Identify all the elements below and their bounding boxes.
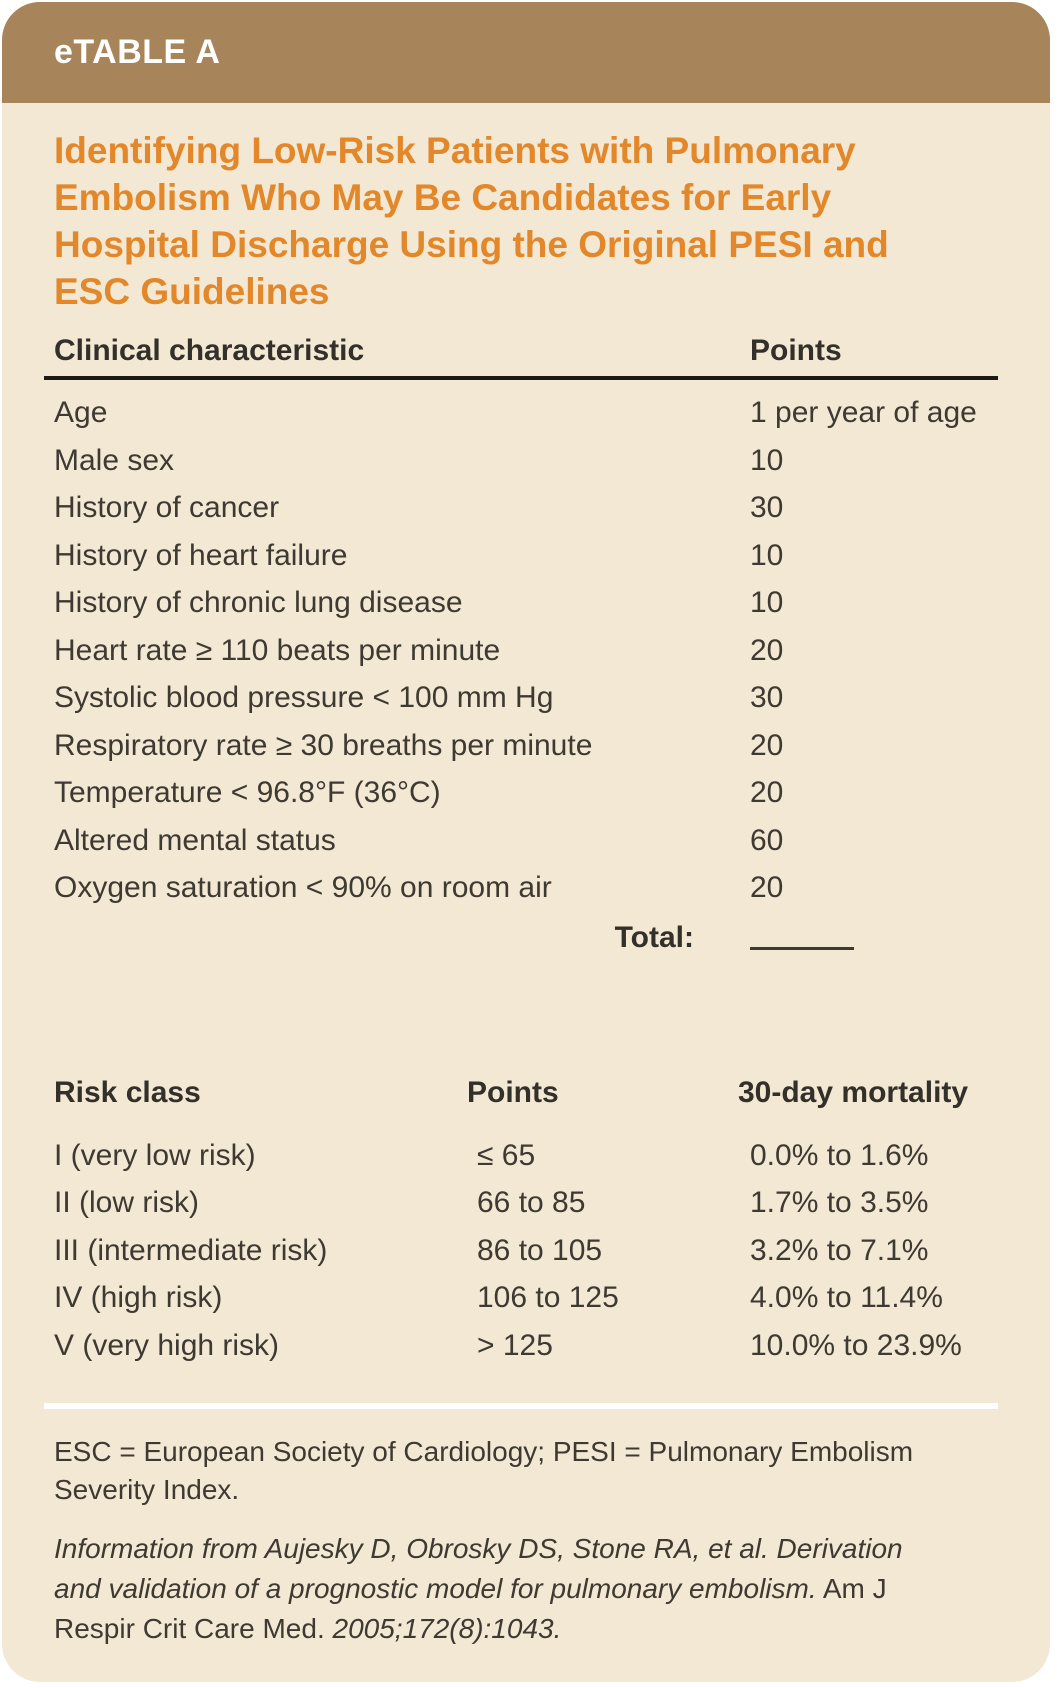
clinical-characteristic-cell: History of heart failure — [54, 538, 348, 572]
table-row: I (very low risk) ≤ 65 0.0% to 1.6% — [54, 1132, 998, 1180]
risk-class-cell: III (intermediate risk) — [54, 1233, 328, 1267]
risk-class-table: Risk class Points 30-day mortality I (ve… — [54, 1076, 998, 1370]
mortality-cell: 1.7% to 3.5% — [750, 1186, 929, 1219]
points-cell: 30 — [750, 681, 784, 714]
points-range-cell: 86 to 105 — [477, 1233, 603, 1267]
points-cell: 30 — [750, 491, 784, 524]
column-header-clinical-characteristic: Clinical characteristic — [54, 334, 365, 367]
clinical-characteristic-cell: Age — [54, 396, 108, 429]
column-header-risk-points: Points — [467, 1075, 559, 1109]
points-cell: 10 — [750, 586, 784, 619]
total-row: Total: — [54, 912, 998, 964]
clinical-characteristic-cell: Respiratory rate ≥ 30 breaths per minute — [54, 728, 593, 762]
table-row: Oxygen saturation < 90% on room air 20 — [54, 864, 998, 912]
mortality-cell: 0.0% to 1.6% — [750, 1138, 929, 1172]
points-cell: 20 — [750, 633, 784, 667]
table-row: Male sex 10 — [54, 437, 998, 485]
table-row: II (low risk) 66 to 85 1.7% to 3.5% — [54, 1179, 998, 1227]
page-title: Identifying Low-Risk Patients with Pulmo… — [54, 130, 889, 312]
table-row: History of cancer 30 — [54, 484, 998, 532]
clinical-characteristic-cell: Male sex — [54, 443, 175, 477]
points-range-cell: ≤ 65 — [477, 1138, 536, 1172]
clinical-characteristic-cell: Altered mental status — [54, 823, 336, 857]
table-row: Altered mental status 60 — [54, 817, 998, 865]
risk-table-header-row: Risk class Points 30-day mortality — [54, 1076, 998, 1122]
table-row: History of heart failure 10 — [54, 532, 998, 580]
points-cell: 20 — [750, 728, 784, 762]
points-cell: 60 — [750, 823, 784, 857]
points-cell: 20 — [750, 871, 784, 904]
clinical-characteristic-cell: Temperature < 96.8°F (36°C) — [54, 776, 441, 809]
clinical-characteristic-cell: Oxygen saturation < 90% on room air — [54, 871, 552, 904]
total-blank-line — [750, 920, 854, 950]
mortality-cell: 3.2% to 7.1% — [750, 1233, 929, 1267]
risk-table-rows: I (very low risk) ≤ 65 0.0% to 1.6% II (… — [54, 1122, 998, 1370]
table-row: Systolic blood pressure < 100 mm Hg 30 — [54, 674, 998, 722]
source-citation: Information from Aujesky D, Obrosky DS, … — [54, 1529, 949, 1649]
pesi-points-table: Clinical characteristic Points Age 1 per… — [44, 334, 998, 964]
footnote-divider — [44, 1403, 998, 1409]
table-label: eTABLE A — [54, 33, 221, 71]
risk-class-cell: IV (high risk) — [54, 1281, 223, 1314]
table-row: Respiratory rate ≥ 30 breaths per minute… — [54, 722, 998, 770]
mortality-cell: 4.0% to 11.4% — [750, 1281, 943, 1314]
table-row: Heart rate ≥ 110 beats per minute 20 — [54, 627, 998, 675]
clinical-characteristic-cell: Systolic blood pressure < 100 mm Hg — [54, 681, 554, 714]
table-header-bar: eTABLE A — [2, 2, 1050, 103]
points-range-cell: 66 to 85 — [477, 1186, 586, 1219]
table-row: Age 1 per year of age — [54, 389, 998, 437]
total-label: Total: — [614, 920, 694, 954]
column-header-points: Points — [750, 334, 842, 367]
points-cell: 10 — [750, 443, 784, 477]
points-range-cell: 106 to 125 — [477, 1281, 619, 1314]
clinical-characteristic-cell: History of cancer — [54, 491, 280, 524]
citation-journal-name: Am J Respir Crit Care Med. — [54, 1573, 887, 1644]
risk-class-cell: V (very high risk) — [54, 1328, 280, 1362]
risk-class-cell: I (very low risk) — [54, 1138, 256, 1172]
citation-volume-page-italic: 2005;172(8):1043. — [332, 1613, 562, 1644]
column-header-risk-class: Risk class — [54, 1075, 201, 1109]
points-range-cell: > 125 — [477, 1328, 553, 1362]
pesi-table-rows: Age 1 per year of age Male sex 10 Histor… — [54, 380, 998, 912]
points-cell: 20 — [750, 776, 784, 809]
table-row: V (very high risk) > 125 10.0% to 23.9% — [54, 1322, 998, 1370]
table-row: Temperature < 96.8°F (36°C) 20 — [54, 769, 998, 817]
column-header-30-day-mortality: 30-day mortality — [738, 1075, 969, 1109]
table-row: History of chronic lung disease 10 — [54, 579, 998, 627]
table-body: Identifying Low-Risk Patients with Pulmo… — [2, 103, 1050, 1649]
clinical-characteristic-cell: History of chronic lung disease — [54, 586, 463, 619]
risk-class-cell: II (low risk) — [54, 1186, 199, 1219]
pesi-table-header-row: Clinical characteristic Points — [44, 334, 998, 380]
clinical-characteristic-cell: Heart rate ≥ 110 beats per minute — [54, 633, 501, 667]
citation-text-italic: Information from Aujesky D, Obrosky DS, … — [54, 1533, 903, 1604]
mortality-cell: 10.0% to 23.9% — [750, 1328, 962, 1362]
abbreviations-footnote: ESC = European Society of Cardiology; PE… — [54, 1436, 914, 1505]
points-cell: 10 — [750, 538, 784, 572]
table-row: IV (high risk) 106 to 125 4.0% to 11.4% — [54, 1274, 998, 1322]
table-row: III (intermediate risk) 86 to 105 3.2% t… — [54, 1227, 998, 1275]
points-cell: 1 per year of age — [750, 396, 977, 429]
